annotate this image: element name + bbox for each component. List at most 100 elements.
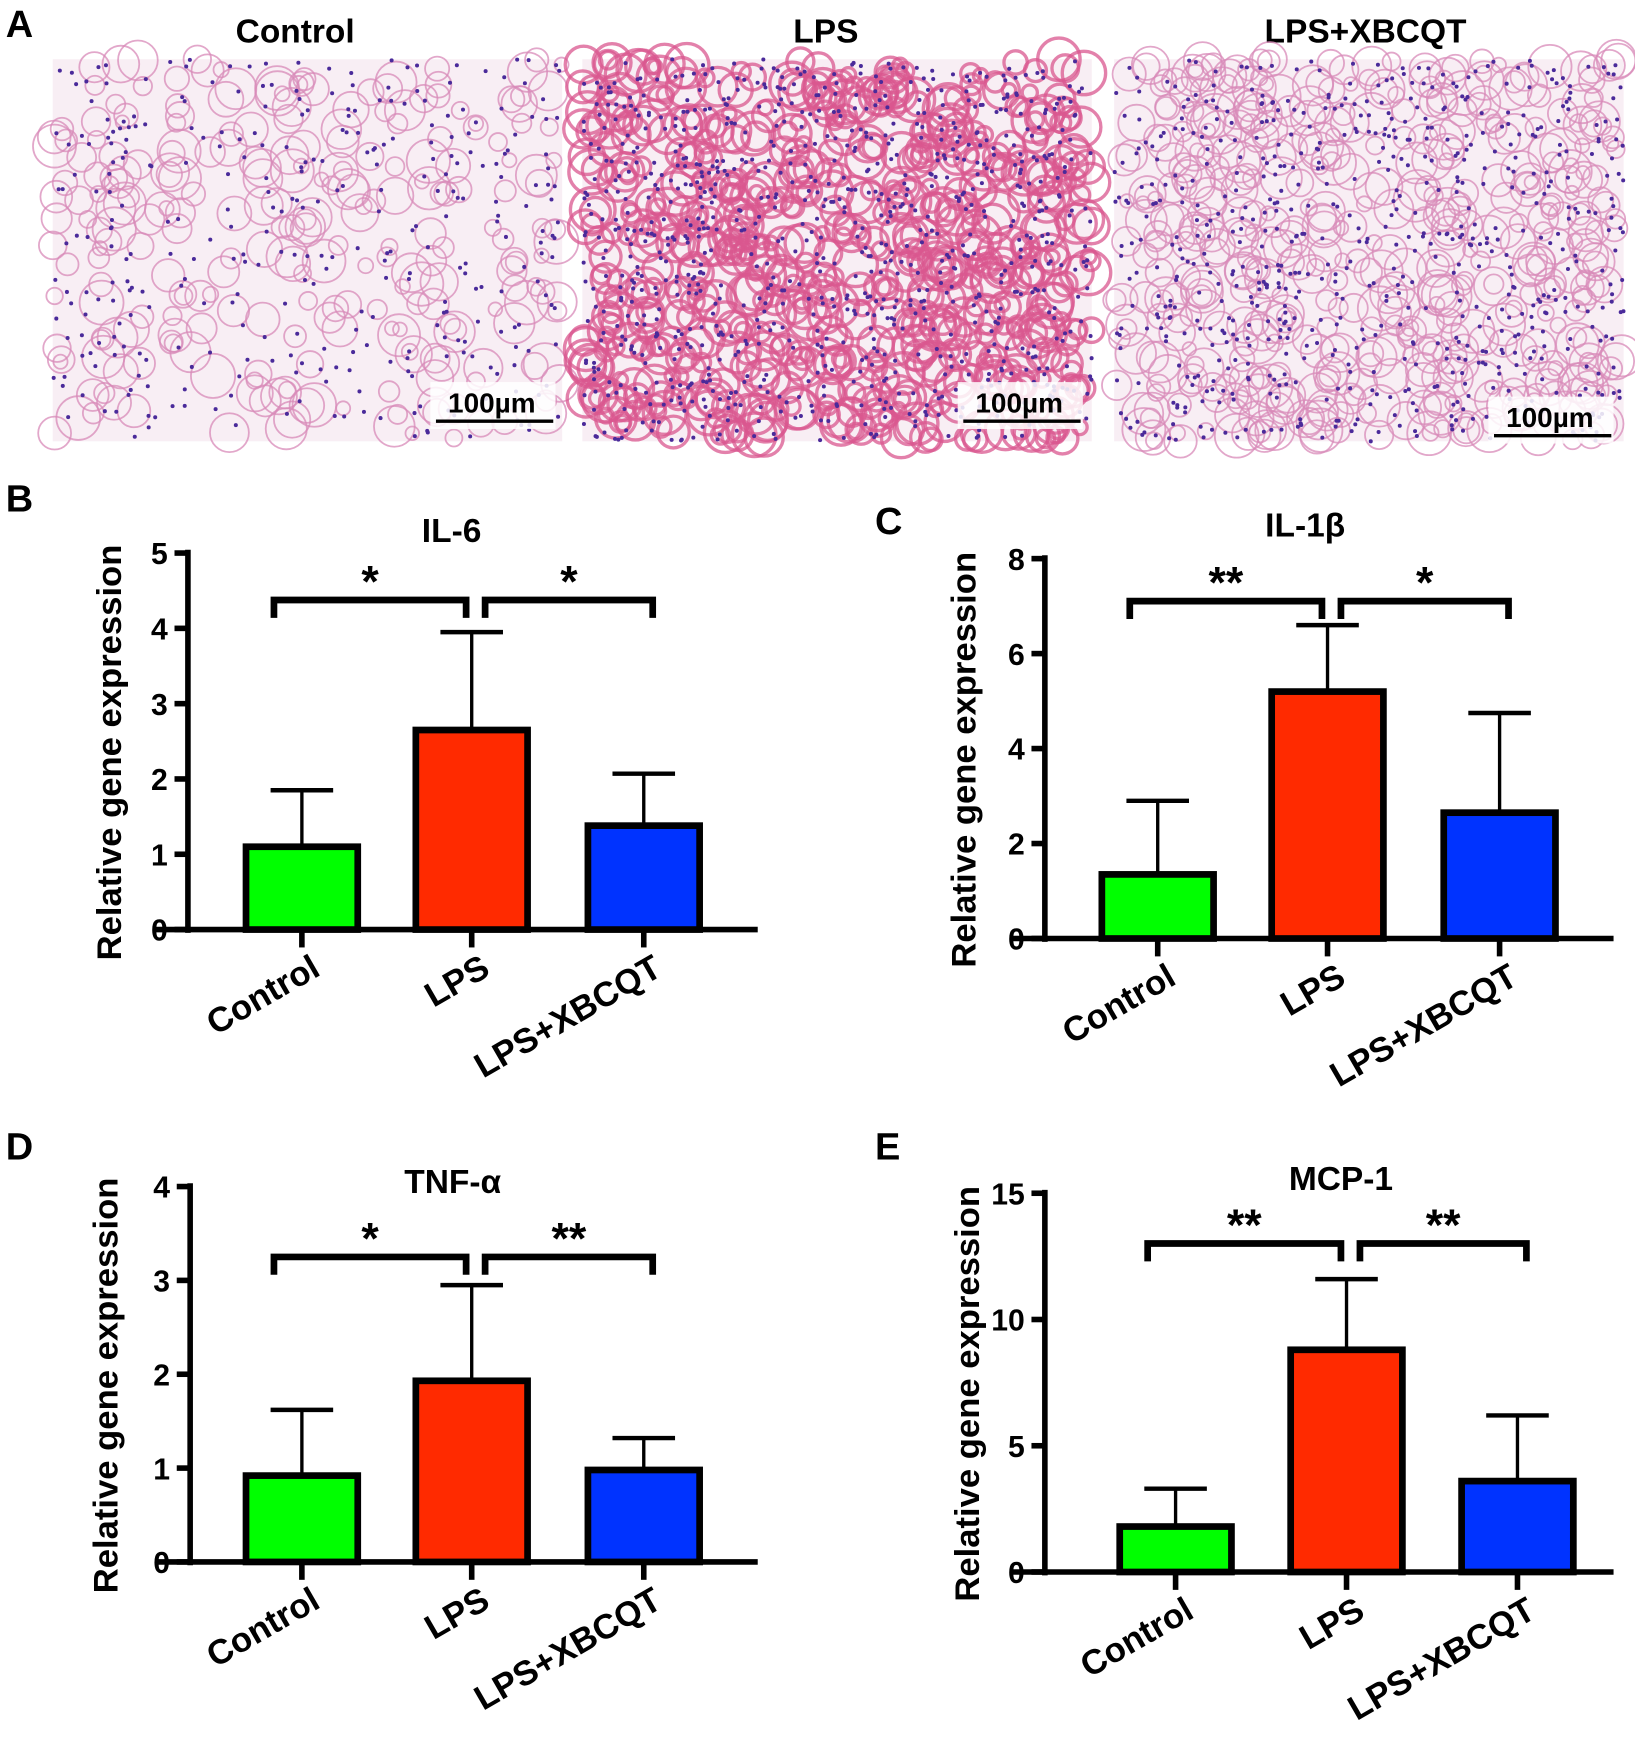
- alveolar-wall: [1004, 328, 1051, 375]
- nucleus: [502, 75, 507, 80]
- nucleus: [955, 139, 960, 144]
- nucleus: [1491, 59, 1496, 64]
- nucleus: [633, 107, 638, 112]
- nucleus: [966, 98, 971, 103]
- nucleus: [1546, 184, 1551, 189]
- nucleus: [951, 299, 956, 304]
- nucleus: [1258, 65, 1263, 70]
- alveolar-wall: [622, 208, 663, 249]
- nucleus: [742, 379, 747, 385]
- nucleus: [1566, 205, 1571, 210]
- alveolar-wall: [394, 278, 411, 295]
- nucleus: [1124, 416, 1129, 421]
- nucleus: [1225, 109, 1230, 114]
- alveolar-wall: [1189, 77, 1216, 104]
- nucleus: [607, 380, 612, 385]
- nucleus: [691, 259, 696, 264]
- nucleus: [895, 271, 900, 276]
- nucleus: [889, 157, 894, 162]
- nucleus: [774, 192, 779, 197]
- nucleus: [1284, 351, 1289, 356]
- nucleus: [1374, 392, 1379, 397]
- nucleus: [949, 364, 954, 369]
- nucleus: [622, 406, 627, 411]
- nucleus: [1609, 299, 1614, 304]
- nucleus: [311, 157, 316, 162]
- alveolar-wall: [1421, 359, 1457, 395]
- nucleus: [956, 199, 961, 204]
- nucleus: [654, 331, 659, 336]
- nucleus: [415, 88, 420, 94]
- alveolar-wall: [269, 135, 310, 176]
- nucleus: [126, 392, 131, 397]
- nucleus: [948, 354, 953, 359]
- nucleus: [1596, 371, 1601, 376]
- alveolar-wall: [1007, 180, 1041, 214]
- alveolar-wall: [568, 185, 617, 234]
- nucleus: [554, 63, 559, 68]
- nucleus: [933, 174, 938, 179]
- nucleus: [922, 110, 927, 116]
- nucleus: [842, 210, 847, 215]
- nucleus: [147, 305, 152, 310]
- nucleus: [1613, 63, 1618, 68]
- nucleus: [1127, 65, 1132, 70]
- alveolar-wall: [66, 141, 98, 173]
- nucleus: [539, 251, 544, 256]
- nucleus: [909, 203, 914, 208]
- nucleus: [935, 151, 940, 156]
- nucleus: [661, 402, 666, 407]
- alveolar-wall: [586, 311, 628, 352]
- alveolar-wall: [54, 128, 79, 153]
- nucleus: [644, 390, 649, 395]
- nucleus: [709, 248, 714, 253]
- nucleus: [1603, 119, 1608, 124]
- nucleus: [530, 114, 535, 119]
- nucleus: [1334, 322, 1339, 327]
- nucleus: [1171, 422, 1176, 427]
- alveolar-wall: [327, 168, 370, 211]
- nucleus: [1465, 95, 1470, 100]
- nucleus: [982, 162, 987, 167]
- nucleus: [897, 391, 902, 396]
- nucleus: [226, 172, 231, 177]
- alveolar-wall: [1250, 226, 1293, 268]
- nucleus: [283, 301, 288, 306]
- alveolar-wall: [589, 262, 623, 296]
- nucleus: [959, 359, 964, 364]
- nucleus: [217, 144, 222, 149]
- nucleus: [1600, 392, 1605, 397]
- nucleus: [665, 236, 670, 241]
- alveolar-wall: [1348, 91, 1394, 137]
- nucleus: [1057, 96, 1062, 101]
- alveolar-wall: [1149, 74, 1173, 98]
- nucleus: [654, 291, 659, 296]
- nucleus: [683, 234, 688, 239]
- alveolar-wall: [1422, 118, 1465, 161]
- nucleus: [350, 83, 355, 88]
- nucleus: [677, 395, 682, 400]
- nucleus: [1618, 85, 1623, 90]
- nucleus: [1278, 335, 1283, 340]
- alveolar-wall: [901, 143, 930, 171]
- nucleus: [1500, 124, 1505, 129]
- nucleus: [189, 126, 194, 131]
- nucleus: [1193, 60, 1198, 65]
- nucleus: [1195, 318, 1200, 323]
- nucleus: [1506, 110, 1511, 115]
- alveolar-wall: [419, 262, 459, 302]
- nucleus: [742, 77, 747, 82]
- nucleus: [733, 353, 738, 358]
- nucleus: [732, 166, 737, 171]
- nucleus: [687, 283, 692, 288]
- nucleus: [1480, 349, 1485, 354]
- nucleus: [894, 298, 899, 303]
- nucleus: [892, 204, 897, 209]
- alveolar-wall: [1129, 280, 1162, 314]
- nucleus: [183, 160, 189, 165]
- nucleus: [1391, 154, 1396, 159]
- nucleus: [1429, 125, 1434, 130]
- nucleus: [208, 350, 213, 355]
- nucleus: [1368, 402, 1373, 407]
- nucleus: [1156, 315, 1161, 320]
